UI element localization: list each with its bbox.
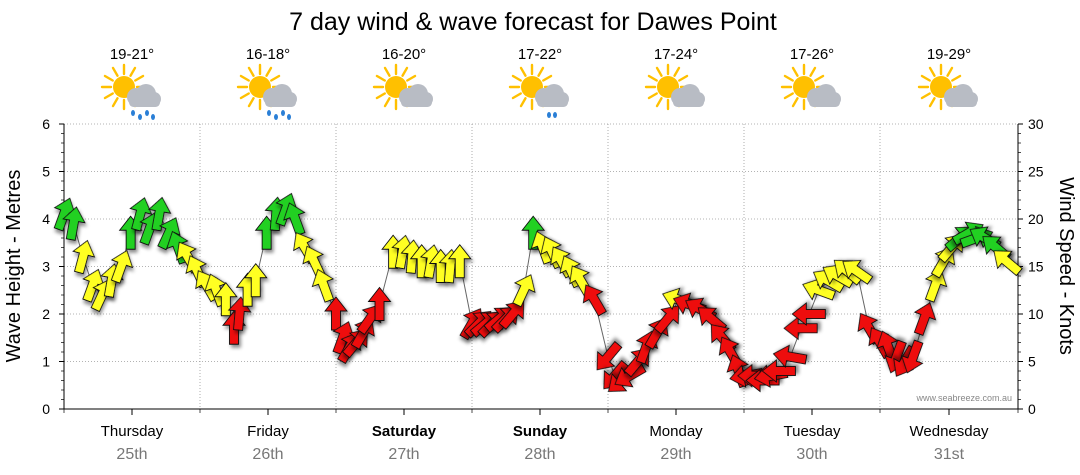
wind-arrow	[993, 250, 1023, 277]
y-tick-label: 0	[42, 401, 50, 417]
day-date-label: 28th	[524, 446, 555, 463]
day-name-label: Wednesday	[910, 423, 989, 440]
temperature-label: 16-18°	[246, 46, 290, 63]
day-name-label: Sunday	[513, 423, 568, 440]
y2-tick-label: 25	[1028, 164, 1044, 180]
wind-arrow	[283, 202, 306, 237]
y-axis-title: Wave Height - Metres	[3, 170, 25, 363]
wind-arrow	[901, 339, 924, 374]
wind-arrow	[653, 305, 680, 335]
temperature-label: 16-20°	[382, 46, 426, 63]
grid-lines	[64, 123, 1018, 409]
temperature-label: 17-22°	[518, 46, 562, 63]
temperature-label: 19-29°	[927, 46, 971, 63]
day-name-label: Friday	[247, 423, 289, 440]
wind-arrow	[772, 344, 808, 369]
day-date-label: 31st	[934, 446, 965, 463]
day-date-label: 29th	[660, 446, 691, 463]
wind-arrow	[129, 197, 153, 232]
day-date-label: 30th	[796, 446, 827, 463]
day-date-label: 25th	[116, 446, 147, 463]
sun-cloud-icon	[372, 63, 433, 111]
y-tick-label: 6	[42, 116, 50, 132]
day-name-label: Saturday	[372, 423, 437, 440]
chart-title: 7 day wind & wave forecast for Dawes Poi…	[289, 8, 777, 36]
wind-arrow	[447, 244, 472, 279]
day-name-label: Tuesday	[784, 423, 841, 440]
y-tick-label: 5	[42, 164, 50, 180]
day-date-label: 27th	[388, 446, 419, 463]
temperature-label: 17-24°	[654, 46, 698, 63]
y2-tick-label: 10	[1028, 306, 1044, 322]
y-tick-label: 2	[42, 306, 50, 322]
wind-arrow	[311, 268, 335, 303]
wind-arrow	[213, 282, 238, 317]
wind-arrow	[842, 260, 874, 285]
wind-arrow	[157, 217, 181, 251]
wind-arrow	[243, 263, 268, 298]
sun-cloud-icon	[917, 63, 978, 111]
weather-row: 19-21° 16-18° 16-20° 17-22° 17-24° 17-26° 19-2…	[100, 46, 978, 120]
y-tick-label: 3	[42, 259, 50, 275]
sun-cloud-rain-icon	[100, 63, 161, 120]
y2-axis-title: Wind Speed - Knots	[1055, 177, 1077, 355]
wind-arrow	[512, 274, 536, 308]
left-axis: 0 1 2 3 4 5 6	[42, 116, 64, 417]
sun-cloud-light-rain-icon	[508, 63, 569, 118]
wind-arrow	[147, 196, 172, 232]
sun-cloud-rain-icon	[236, 63, 297, 120]
wind-arrow	[72, 239, 96, 275]
y2-tick-label: 30	[1028, 116, 1044, 132]
wind-arrow	[521, 215, 546, 250]
y2-tick-label: 0	[1028, 401, 1036, 417]
wind-arrows	[53, 192, 1023, 393]
y2-tick-label: 15	[1028, 259, 1044, 275]
y2-tick-label: 20	[1028, 211, 1044, 227]
sun-cloud-icon	[644, 63, 705, 111]
wind-arrow	[582, 284, 607, 317]
wind-arrow	[62, 206, 86, 241]
credit-text: www.seabreeze.com.au	[915, 393, 1012, 403]
wind-arrow	[761, 359, 796, 383]
temperature-label: 17-26°	[790, 46, 834, 63]
wind-arrow	[367, 286, 392, 321]
day-name-label: Monday	[649, 423, 703, 440]
wind-arrow	[110, 249, 134, 284]
day-axis: Thursday 25th Friday 26th Saturday 27th Sunday…	[63, 409, 1019, 463]
y-tick-label: 4	[42, 211, 50, 227]
sun-cloud-icon	[780, 63, 841, 111]
wind-arrow	[924, 268, 948, 303]
day-name-label: Thursday	[101, 423, 164, 440]
y-tick-label: 1	[42, 354, 50, 370]
wind-arrow	[791, 302, 826, 326]
wind-arrow	[498, 300, 525, 330]
y2-tick-label: 5	[1028, 354, 1036, 370]
day-date-label: 26th	[252, 446, 283, 463]
wind-arrow	[913, 302, 937, 336]
wind-arrow	[596, 340, 623, 371]
temperature-label: 19-21°	[110, 46, 154, 63]
right-axis: 0 5 10 15 20 25 30	[1018, 116, 1044, 417]
